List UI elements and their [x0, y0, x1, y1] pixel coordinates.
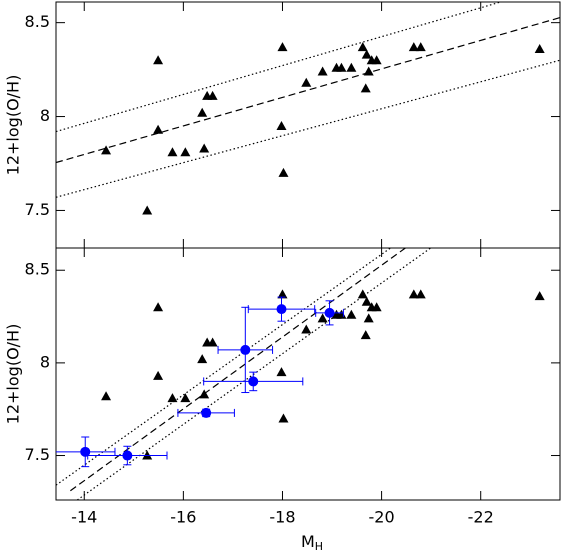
triangle-point: [534, 291, 545, 301]
triangle-point: [415, 42, 426, 52]
y-axis-label: 12+log(O/H): [4, 324, 23, 425]
x-tick-label: -18: [269, 508, 295, 527]
circle-point: [240, 344, 251, 355]
y-tick-label: 7.5: [25, 200, 50, 219]
triangle-point: [197, 354, 208, 364]
triangle-point: [336, 62, 347, 72]
triangle-point: [361, 49, 372, 59]
fit-line: [56, 17, 560, 164]
x-axis-label-sub: H: [315, 540, 323, 553]
triangle-point: [408, 42, 419, 52]
fit-line: [56, 59, 560, 198]
triangle-point: [199, 143, 210, 153]
fit-line: [56, 248, 391, 486]
triangle-point: [317, 66, 328, 76]
circle-point: [201, 407, 212, 418]
fit-line: [56, 2, 501, 133]
y-tick-label: 8: [40, 352, 50, 371]
triangle-point: [101, 391, 112, 401]
triangle-point: [361, 296, 372, 306]
triangle-point: [277, 42, 288, 52]
triangle-point: [197, 107, 208, 117]
triangle-point: [408, 289, 419, 299]
x-tick-label: -20: [369, 508, 395, 527]
triangle-point: [276, 120, 287, 130]
y-tick-label: 8: [40, 106, 50, 125]
triangle-point: [207, 337, 218, 347]
triangle-point: [371, 302, 382, 312]
triangle-point: [357, 42, 368, 52]
plot-frame: [55, 247, 561, 501]
triangle-point: [336, 309, 347, 319]
x-axis-label-main: M: [301, 532, 315, 551]
circle-point: [324, 307, 335, 318]
triangle-point: [142, 205, 153, 215]
triangle-point: [153, 370, 164, 380]
triangle-point: [346, 309, 357, 319]
triangle-point: [360, 83, 371, 93]
plot-area: [56, 2, 560, 215]
x-tick-label: -14: [71, 508, 97, 527]
triangle-point: [278, 413, 289, 423]
triangle-point: [277, 289, 288, 299]
y-axis-label: 12+log(O/H): [4, 75, 23, 176]
circle-point: [122, 450, 133, 461]
y-tick-label: 7.5: [25, 445, 50, 464]
x-axis-label: MH: [301, 532, 323, 554]
triangle-point: [357, 289, 368, 299]
triangle-point: [167, 147, 178, 157]
plot-area: [56, 248, 545, 500]
x-tick-label: -16: [170, 508, 196, 527]
triangle-point: [101, 145, 112, 155]
triangle-point: [415, 289, 426, 299]
y-tick-label: 8.5: [25, 260, 50, 279]
triangle-point: [317, 313, 328, 323]
triangle-point: [153, 124, 164, 134]
y-tick-label: 8.5: [25, 12, 50, 31]
triangle-point: [153, 55, 164, 65]
circle-point: [276, 304, 287, 315]
circle-point: [248, 376, 259, 387]
triangle-point: [301, 324, 312, 334]
triangle-point: [180, 147, 191, 157]
x-tick-label: -22: [468, 508, 494, 527]
triangle-point: [360, 330, 371, 340]
triangle-point: [276, 367, 287, 377]
fit-line: [70, 248, 406, 492]
triangle-point: [363, 313, 374, 323]
triangle-point: [301, 77, 312, 87]
triangle-point: [346, 62, 357, 72]
triangle-point: [207, 90, 218, 100]
triangle-point: [371, 55, 382, 65]
triangle-point: [153, 302, 164, 312]
fit-line: [76, 248, 432, 500]
triangle-point: [278, 167, 289, 177]
triangle-point: [534, 43, 545, 53]
triangle-point: [167, 393, 178, 403]
triangle-point: [180, 393, 191, 403]
